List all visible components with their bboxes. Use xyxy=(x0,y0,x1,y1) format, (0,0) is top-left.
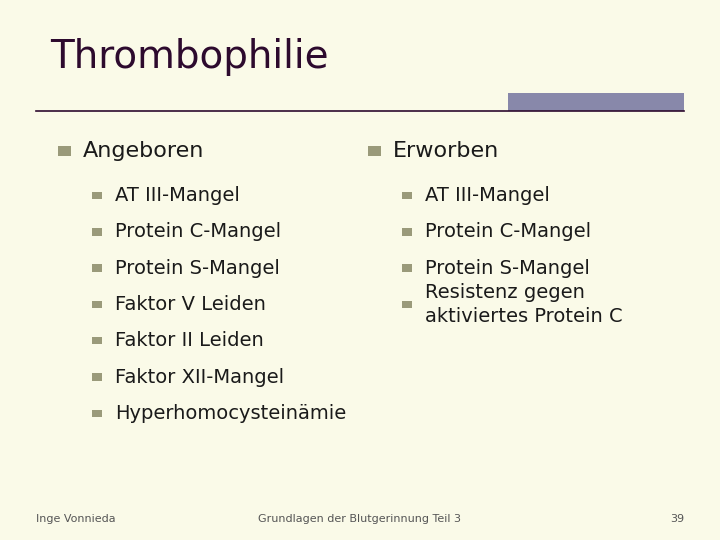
Bar xyxy=(508,93,684,111)
Bar xyxy=(92,373,102,381)
Text: Faktor II Leiden: Faktor II Leiden xyxy=(115,331,264,350)
Text: Angeboren: Angeboren xyxy=(83,141,204,161)
Text: Protein C-Mangel: Protein C-Mangel xyxy=(115,222,282,241)
Text: Grundlagen der Blutgerinnung Teil 3: Grundlagen der Blutgerinnung Teil 3 xyxy=(258,515,462,524)
Text: Faktor V Leiden: Faktor V Leiden xyxy=(115,295,266,314)
Text: Protein S-Mangel: Protein S-Mangel xyxy=(425,259,590,278)
Bar xyxy=(402,228,412,235)
Text: Inge Vonnieda: Inge Vonnieda xyxy=(36,515,116,524)
Text: Hyperhomocysteinämie: Hyperhomocysteinämie xyxy=(115,404,346,423)
Text: Protein C-Mangel: Protein C-Mangel xyxy=(425,222,591,241)
Bar xyxy=(368,146,381,156)
Text: Resistenz gegen
aktiviertes Protein C: Resistenz gegen aktiviertes Protein C xyxy=(425,283,622,326)
Text: Erworben: Erworben xyxy=(392,141,499,161)
Bar xyxy=(92,228,102,235)
Bar xyxy=(402,192,412,199)
Text: 39: 39 xyxy=(670,515,684,524)
Text: Faktor XII-Mangel: Faktor XII-Mangel xyxy=(115,368,284,387)
Bar xyxy=(402,264,412,272)
Bar xyxy=(58,146,71,156)
Bar xyxy=(92,337,102,345)
Text: Protein S-Mangel: Protein S-Mangel xyxy=(115,259,280,278)
Bar xyxy=(92,264,102,272)
Bar xyxy=(92,409,102,417)
Bar xyxy=(402,301,412,308)
Bar xyxy=(92,301,102,308)
Text: AT III-Mangel: AT III-Mangel xyxy=(115,186,240,205)
Bar xyxy=(92,192,102,199)
Text: Thrombophilie: Thrombophilie xyxy=(50,38,329,76)
Text: AT III-Mangel: AT III-Mangel xyxy=(425,186,549,205)
